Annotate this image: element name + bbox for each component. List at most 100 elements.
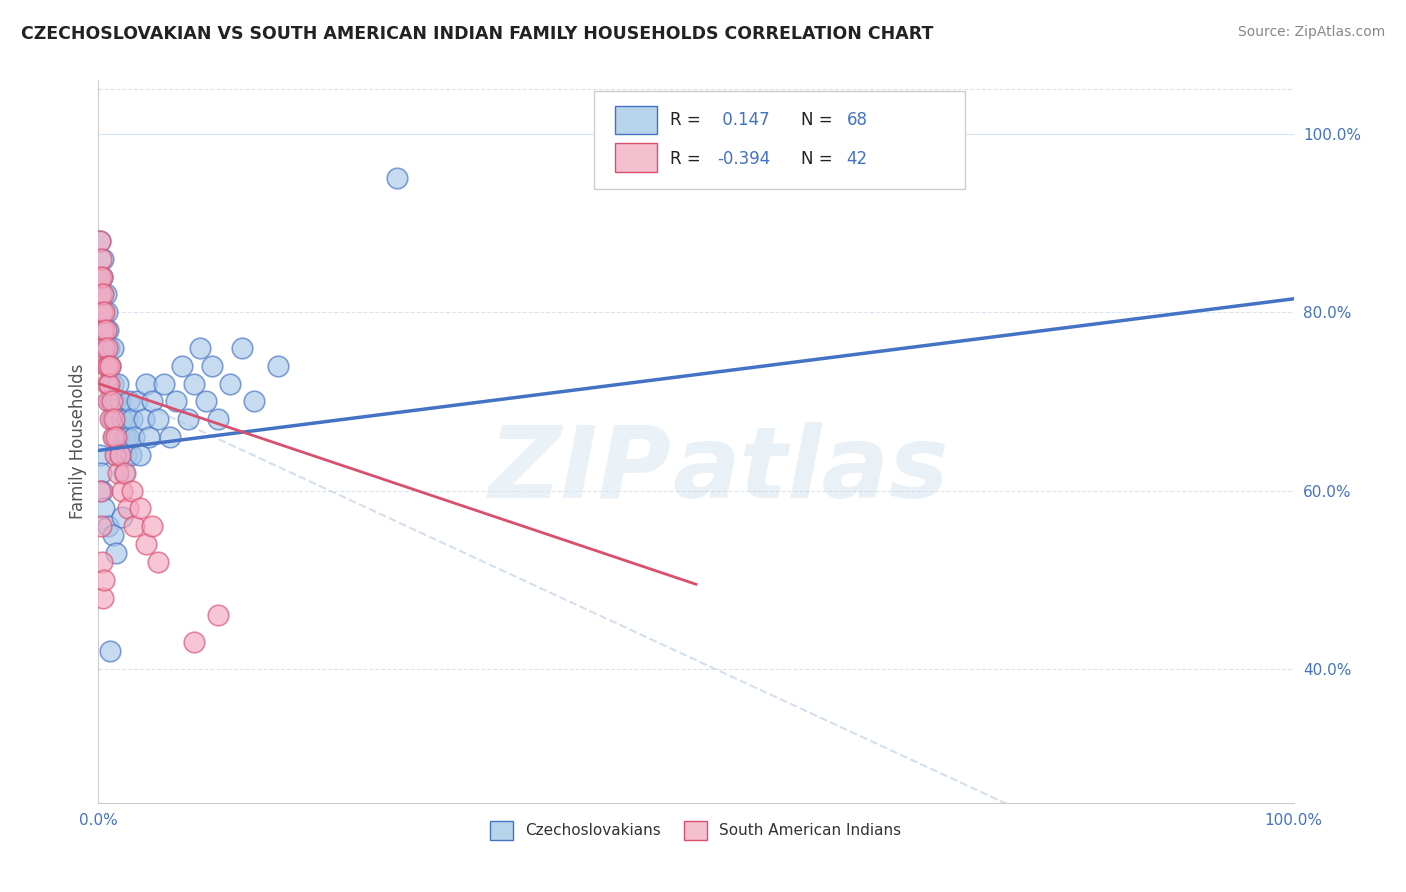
Point bbox=[98, 394, 122, 409]
Text: 0.147: 0.147 bbox=[717, 111, 770, 129]
Point bbox=[267, 359, 290, 373]
Point bbox=[107, 376, 129, 391]
Point bbox=[97, 323, 120, 337]
FancyBboxPatch shape bbox=[614, 143, 657, 172]
Point bbox=[115, 412, 138, 426]
Point bbox=[101, 528, 124, 542]
Point bbox=[129, 448, 152, 462]
Point bbox=[97, 519, 120, 533]
Text: atlas: atlas bbox=[672, 422, 949, 519]
Point bbox=[91, 269, 114, 284]
Point bbox=[90, 519, 112, 533]
Point bbox=[91, 287, 114, 301]
Point bbox=[98, 644, 122, 658]
Point bbox=[105, 430, 128, 444]
Point bbox=[90, 466, 112, 480]
Text: 68: 68 bbox=[846, 111, 868, 129]
Point bbox=[107, 466, 129, 480]
Point bbox=[207, 412, 229, 426]
Point bbox=[96, 341, 118, 355]
Text: R =: R = bbox=[669, 150, 700, 168]
Point bbox=[98, 359, 122, 373]
Point bbox=[132, 412, 155, 426]
Point bbox=[94, 323, 117, 337]
Point bbox=[135, 537, 157, 551]
Point bbox=[90, 269, 112, 284]
FancyBboxPatch shape bbox=[595, 91, 965, 189]
Point bbox=[91, 555, 114, 569]
Point bbox=[124, 519, 146, 533]
Point bbox=[138, 430, 160, 444]
Point bbox=[112, 466, 135, 480]
Y-axis label: Family Households: Family Households bbox=[69, 364, 87, 519]
Point bbox=[98, 359, 122, 373]
Point bbox=[91, 287, 114, 301]
Point bbox=[115, 448, 138, 462]
Text: Source: ZipAtlas.com: Source: ZipAtlas.com bbox=[1237, 25, 1385, 39]
Point bbox=[121, 483, 143, 498]
Text: N =: N = bbox=[801, 150, 832, 168]
Point bbox=[91, 305, 114, 319]
Point bbox=[124, 430, 146, 444]
FancyBboxPatch shape bbox=[614, 105, 657, 135]
Point bbox=[98, 376, 121, 391]
Point bbox=[219, 376, 242, 391]
Point bbox=[97, 359, 120, 373]
Point bbox=[98, 376, 121, 391]
Text: N =: N = bbox=[801, 111, 832, 129]
Point bbox=[108, 448, 131, 462]
Point bbox=[90, 252, 112, 266]
Point bbox=[89, 448, 111, 462]
Point bbox=[97, 394, 120, 409]
Point bbox=[141, 394, 163, 409]
Point bbox=[188, 341, 211, 355]
Point bbox=[159, 430, 181, 444]
Point bbox=[101, 341, 124, 355]
Point bbox=[153, 376, 176, 391]
Point bbox=[121, 412, 143, 426]
Point bbox=[91, 483, 114, 498]
Point bbox=[93, 341, 115, 355]
Point bbox=[89, 234, 111, 248]
Point bbox=[94, 287, 117, 301]
Point bbox=[183, 376, 205, 391]
Point bbox=[105, 448, 128, 462]
Point bbox=[89, 269, 111, 284]
Text: CZECHOSLOVAKIAN VS SOUTH AMERICAN INDIAN FAMILY HOUSEHOLDS CORRELATION CHART: CZECHOSLOVAKIAN VS SOUTH AMERICAN INDIAN… bbox=[21, 25, 934, 43]
Point bbox=[96, 376, 118, 391]
Point bbox=[96, 341, 118, 355]
Point bbox=[111, 510, 134, 524]
Point bbox=[90, 287, 112, 301]
Point bbox=[103, 430, 125, 444]
Point bbox=[177, 412, 200, 426]
Point bbox=[91, 252, 114, 266]
Point bbox=[195, 394, 218, 409]
Point bbox=[231, 341, 253, 355]
Point bbox=[104, 394, 127, 409]
Point bbox=[201, 359, 224, 373]
Point bbox=[117, 430, 139, 444]
Text: 42: 42 bbox=[846, 150, 868, 168]
Point bbox=[125, 394, 148, 409]
Point bbox=[243, 394, 266, 409]
Point bbox=[183, 635, 205, 649]
Point bbox=[105, 546, 128, 560]
Point bbox=[93, 305, 115, 319]
Point bbox=[97, 359, 120, 373]
Point bbox=[105, 412, 128, 426]
Point bbox=[107, 430, 129, 444]
Point bbox=[93, 305, 115, 319]
Point bbox=[103, 412, 125, 426]
Point bbox=[114, 466, 136, 480]
Point bbox=[135, 376, 157, 391]
Point bbox=[108, 448, 131, 462]
Point bbox=[165, 394, 187, 409]
Point bbox=[94, 359, 117, 373]
Point bbox=[111, 483, 134, 498]
Point bbox=[89, 234, 111, 248]
Point bbox=[93, 501, 115, 516]
Point bbox=[117, 501, 139, 516]
Point bbox=[148, 412, 170, 426]
Point bbox=[114, 430, 136, 444]
Point bbox=[207, 608, 229, 623]
